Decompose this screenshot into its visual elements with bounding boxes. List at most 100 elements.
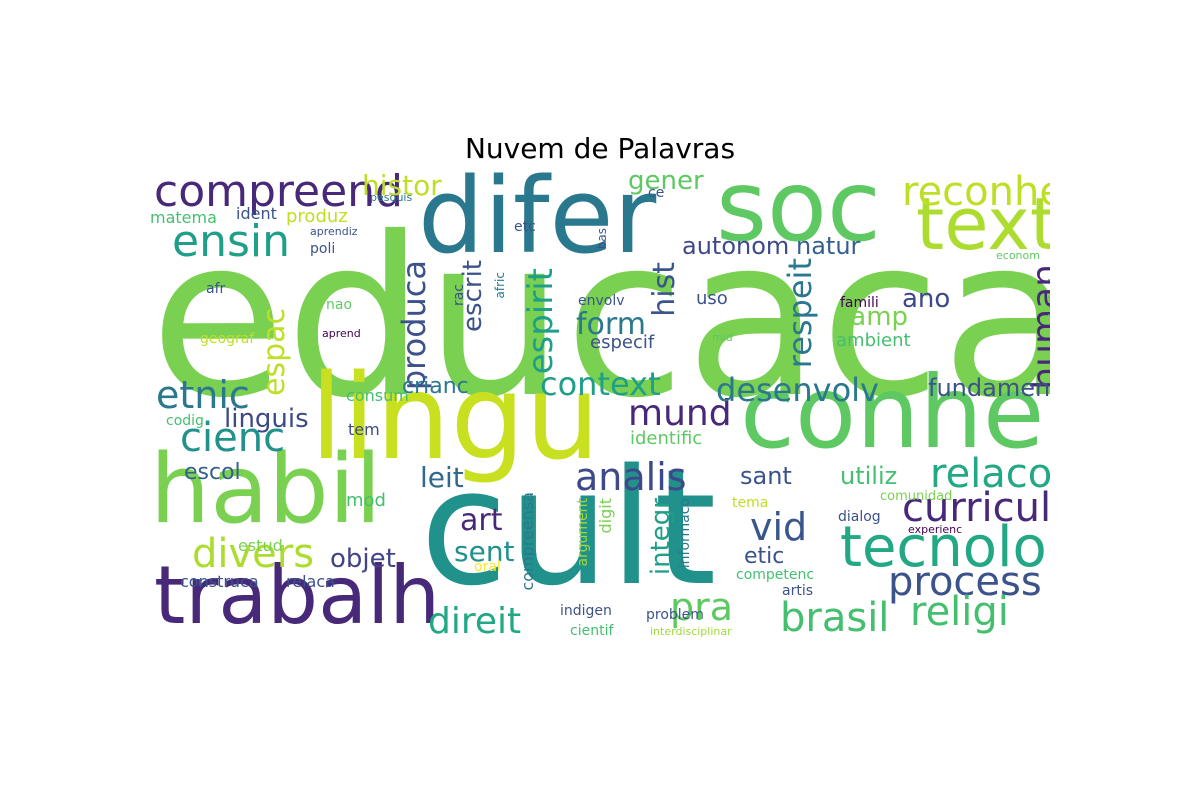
word-informaco: informaco: [677, 498, 693, 569]
word-ano: ano: [902, 284, 951, 314]
word-cienc: cienc: [180, 415, 286, 461]
word-mod: mod: [346, 490, 386, 511]
word-etic: etic: [744, 544, 785, 569]
word-natur: natur: [796, 232, 861, 260]
word-fundament: fundament: [928, 374, 1050, 402]
word-interdisciplinar: interdisciplinar: [650, 625, 732, 638]
word-tem: tem: [348, 420, 380, 439]
word-ce: ce: [648, 185, 665, 201]
word-mid: mid: [712, 331, 733, 344]
word-econom: econom: [996, 249, 1040, 262]
word-hist: hist: [647, 262, 682, 317]
word-camp: camp: [836, 302, 909, 332]
word-produz: produz: [286, 206, 348, 227]
word-espirit: espirit: [521, 268, 561, 375]
word-educaca: educaca: [150, 190, 1050, 446]
word-curricul: curricul: [902, 485, 1050, 531]
word-trabalh: trabalh: [154, 549, 441, 638]
word-comunidad: comunidad: [880, 489, 953, 504]
word-uso: uso: [696, 288, 728, 309]
word-rac: rac: [451, 284, 467, 307]
word-reconhec: reconhec: [902, 169, 1050, 215]
word-cientif: cientif: [570, 623, 614, 638]
word-brasil: brasil: [780, 595, 890, 638]
word-indigen: indigen: [560, 603, 612, 619]
word-escol: escol: [184, 460, 241, 485]
word-geograf: geograf: [200, 331, 255, 347]
word-integr: integr: [646, 498, 676, 576]
word-problem: problem: [646, 607, 704, 623]
word-religi: religi: [910, 589, 1009, 635]
word-consum: consum: [346, 386, 409, 405]
word-compreend: compreend: [154, 168, 403, 217]
word-divers: divers: [192, 531, 315, 577]
word-soc: soc: [716, 168, 881, 264]
word-sant: sant: [740, 462, 792, 490]
word-context: context: [540, 365, 661, 403]
word-direit: direit: [428, 601, 522, 639]
word-habil: habil: [150, 435, 382, 545]
word-espac: espac: [257, 308, 292, 397]
word-dialog: dialog: [838, 509, 881, 525]
word-conhec: conhec: [740, 354, 1050, 471]
word-sociedad: sociedad: [1047, 278, 1050, 341]
word-ambient: ambient: [836, 330, 911, 351]
word-respeit: respeit: [781, 258, 819, 369]
word-crianc: crianc: [402, 374, 469, 399]
word-aprendiz: aprendiz: [310, 225, 358, 238]
word-analis: analis: [575, 455, 687, 499]
word-lingu: lingu: [310, 348, 601, 486]
word-tema: tema: [732, 495, 769, 511]
word-process: process: [888, 559, 1042, 605]
word-relaca: relaca: [286, 572, 335, 591]
word-argument: argument: [575, 498, 591, 567]
word-pesquis: pesquis: [370, 191, 413, 204]
word-tecnolog: tecnolog: [840, 515, 1050, 580]
word-art: art: [460, 503, 503, 538]
word-utiliz: utiliz: [840, 462, 898, 490]
word-text: text: [916, 182, 1050, 266]
word-ensin: ensin: [172, 216, 290, 267]
word-produca: produca: [395, 260, 433, 391]
word-codig: codig: [166, 413, 204, 429]
word-artis: artis: [782, 583, 814, 599]
word-estud: estud: [238, 536, 283, 555]
word-etnic: etnic: [156, 373, 250, 417]
word-cult: cult: [420, 434, 717, 621]
word-desenvolv: desenvolv: [716, 371, 879, 409]
word-objet: objet: [330, 544, 396, 574]
word-leit: leit: [420, 461, 464, 494]
word-afr: afr: [206, 281, 226, 297]
word-experienc: experienc: [908, 523, 963, 536]
word-especif: especif: [590, 332, 655, 353]
word-relaco: relaco: [930, 451, 1050, 497]
word-famili: famili: [840, 295, 879, 311]
word-construca: construca: [180, 572, 259, 591]
word-ident: ident: [236, 204, 277, 223]
word-autonom: autonom: [682, 232, 790, 260]
word-afric: afric: [493, 272, 507, 299]
word-poli: poli: [310, 241, 336, 257]
word-envolv: envolv: [578, 293, 625, 309]
word-competenc: competenc: [736, 567, 815, 583]
word-sent: sent: [454, 535, 515, 568]
word-gener: gener: [628, 168, 704, 196]
word-identific: identific: [630, 428, 703, 449]
word-histor: histor: [362, 169, 442, 202]
word-form: form: [576, 307, 646, 342]
word-mund: mund: [628, 393, 732, 434]
word-compreensa: compreensa: [518, 492, 537, 591]
word-pra: pra: [670, 585, 734, 629]
word-matema: matema: [150, 208, 217, 227]
figure-title: Nuvem de Palavras: [464, 132, 736, 165]
word-difer: difer: [418, 168, 657, 277]
word-oral: oral: [474, 559, 501, 575]
word-digit: digit: [596, 498, 615, 534]
word-etc: etc: [514, 219, 536, 235]
word-aprend: aprend: [322, 327, 361, 340]
word-linguis: linguis: [224, 404, 309, 434]
word-nao: nao: [326, 297, 353, 313]
word-vid: vid: [750, 505, 808, 549]
